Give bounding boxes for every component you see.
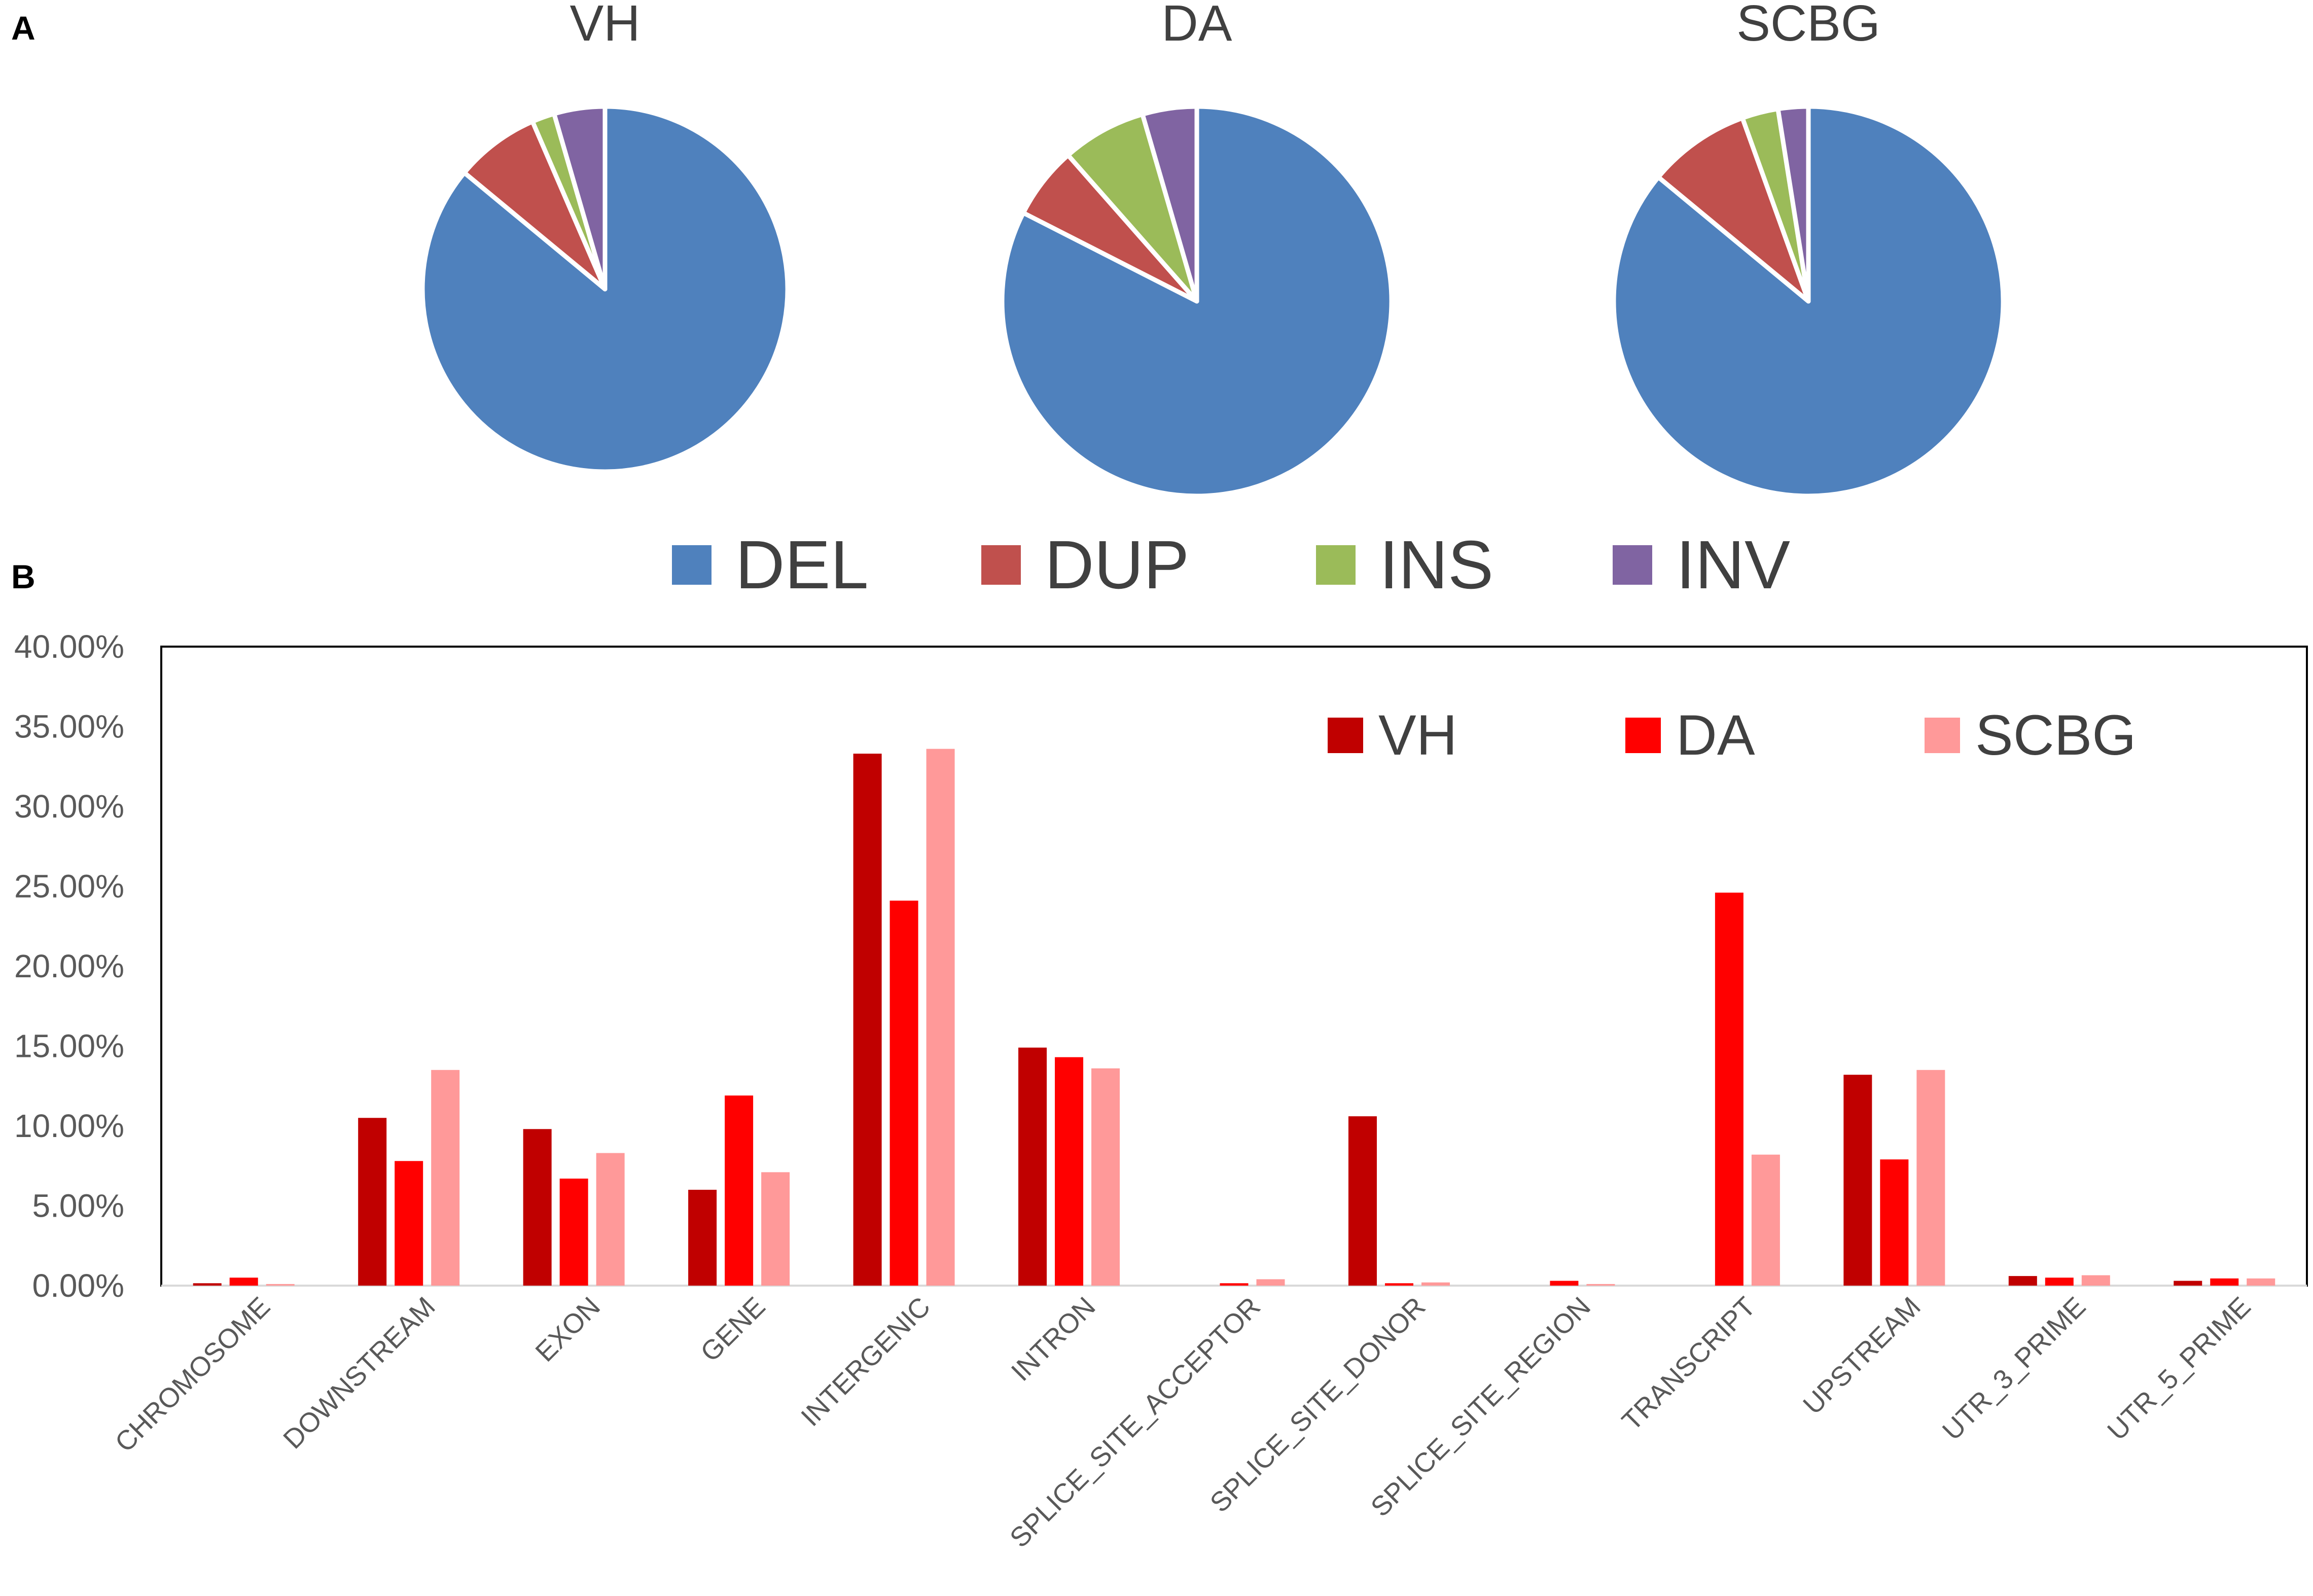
bar-da-splice-site-acceptor <box>1220 1283 1249 1286</box>
pie-legend: DEL DUP INS INV <box>672 526 1790 603</box>
bar-vh-utr-5-prime <box>2174 1281 2202 1286</box>
legend-item-vh: VH <box>1328 703 1457 767</box>
pie-slice-inv <box>552 104 608 292</box>
legend-item-dup: DUP <box>981 526 1189 603</box>
bar-scbg-downstream <box>431 1070 460 1286</box>
pie-vh: VH <box>420 0 790 474</box>
bar-vh-gene <box>688 1190 717 1286</box>
y-tick-label: 40.00% <box>14 628 124 665</box>
y-tick-label: 25.00% <box>14 868 124 905</box>
bar-vh-chromosome <box>193 1283 222 1286</box>
bar-group-splice-site-region <box>1550 1281 1615 1286</box>
bar-scbg-utr-3-prime <box>2081 1275 2110 1286</box>
bar-da-downstream <box>395 1161 423 1286</box>
y-tick-label: 0.00% <box>32 1267 124 1304</box>
bar-da-splice-site-donor <box>1384 1283 1413 1286</box>
bar-vh-downstream <box>358 1118 387 1286</box>
pie-charts: VH DA SCBG <box>420 0 2006 499</box>
bar-vh-intergenic <box>853 754 882 1286</box>
bar-da-utr-3-prime <box>2045 1278 2074 1286</box>
bar-da-exon <box>559 1178 588 1286</box>
bar-scbg-transcript <box>1751 1154 1780 1286</box>
bar-group-intron <box>1018 1047 1120 1286</box>
legend-swatch <box>981 545 1021 585</box>
legend-label: SCBG <box>1975 703 2136 767</box>
bar-scbg-utr-5-prime <box>2247 1278 2275 1286</box>
bar-scbg-gene <box>761 1172 790 1286</box>
bar-scbg-upstream <box>1916 1070 1945 1286</box>
bar-group-upstream <box>1843 1070 1945 1286</box>
bar-group-downstream <box>358 1070 460 1286</box>
legend-label: DUP <box>1045 526 1189 603</box>
legend-swatch <box>1613 545 1652 585</box>
pie-slice-ins <box>1065 112 1199 304</box>
bar-legend: VH DA SCBG <box>1328 703 2136 767</box>
bar-scbg-splice-site-donor <box>1421 1282 1450 1286</box>
y-tick-label: 15.00% <box>14 1028 124 1065</box>
legend-item-del: DEL <box>672 526 869 603</box>
pie-title: DA <box>1162 0 1232 52</box>
bar-group-transcript <box>1715 893 1780 1286</box>
bar-da-upstream <box>1880 1159 1909 1286</box>
pie-slice-dup <box>1656 116 1811 304</box>
bar-scbg-exon <box>596 1153 625 1286</box>
pie-title: SCBG <box>1736 0 1880 52</box>
legend-swatch <box>1925 718 1960 753</box>
pie-scbg: SCBG <box>1611 0 2006 499</box>
bar-scbg-splice-site-region <box>1586 1284 1615 1286</box>
pie-slice-dup <box>462 119 608 292</box>
bar-group-exon <box>523 1129 625 1286</box>
bar-vh-exon <box>523 1129 552 1286</box>
bar-da-splice-site-region <box>1550 1281 1579 1286</box>
legend-label: VH <box>1378 703 1457 767</box>
bar-series <box>193 749 2275 1286</box>
bar-vh-utr-3-prime <box>2008 1276 2037 1286</box>
y-tick-label: 10.00% <box>14 1108 124 1144</box>
legend-item-ins: INS <box>1316 526 1493 603</box>
bar-da-intron <box>1055 1057 1084 1286</box>
y-tick-label: 5.00% <box>32 1188 124 1224</box>
legend-swatch <box>1316 545 1356 585</box>
bar-scbg-intron <box>1091 1068 1120 1286</box>
legend-label: INV <box>1676 526 1790 603</box>
y-tick-label: 35.00% <box>14 708 124 745</box>
pie-slice-inv <box>1775 104 1811 304</box>
legend-label: INS <box>1379 526 1493 603</box>
legend-swatch <box>1625 718 1661 753</box>
y-axis: 0.00% 5.00% 10.00% 15.00% 20.00% 25.00% 30.00%… <box>14 628 124 1304</box>
bar-da-transcript <box>1715 893 1743 1286</box>
legend-swatch <box>1328 718 1363 753</box>
panel-a-label: A <box>11 9 35 47</box>
bar-da-utr-5-prime <box>2210 1278 2239 1286</box>
pie-slice-inv <box>1140 104 1199 304</box>
bar-group-utr-5-prime <box>2174 1278 2275 1286</box>
legend-item-da: DA <box>1625 703 1755 767</box>
panel-b-label: B <box>11 558 35 595</box>
bar-group-utr-3-prime <box>2008 1275 2110 1286</box>
bar-group-intergenic <box>853 749 955 1286</box>
bar-group-gene <box>688 1095 790 1286</box>
bar-scbg-splice-site-acceptor <box>1256 1279 1285 1286</box>
pie-title: VH <box>570 0 640 52</box>
legend-swatch <box>672 545 711 585</box>
legend-label: DA <box>1676 703 1755 767</box>
bar-da-chromosome <box>229 1278 258 1286</box>
bar-group-splice-site-donor <box>1348 1116 1450 1286</box>
bar-group-chromosome <box>193 1278 295 1286</box>
y-tick-label: 20.00% <box>14 948 124 984</box>
bar-scbg-intergenic <box>926 749 955 1286</box>
legend-item-scbg: SCBG <box>1925 703 2136 767</box>
bar-vh-splice-site-donor <box>1348 1116 1377 1286</box>
bar-scbg-chromosome <box>266 1284 295 1286</box>
bar-da-gene <box>725 1095 754 1286</box>
pie-da: DA <box>1000 0 1394 499</box>
bar-group-splice-site-acceptor <box>1220 1279 1285 1286</box>
legend-label: DEL <box>735 526 869 603</box>
bar-da-intergenic <box>889 900 918 1286</box>
bar-vh-intron <box>1018 1047 1047 1286</box>
bar-vh-upstream <box>1843 1075 1872 1286</box>
legend-item-inv: INV <box>1613 526 1790 603</box>
y-tick-label: 30.00% <box>14 788 124 825</box>
